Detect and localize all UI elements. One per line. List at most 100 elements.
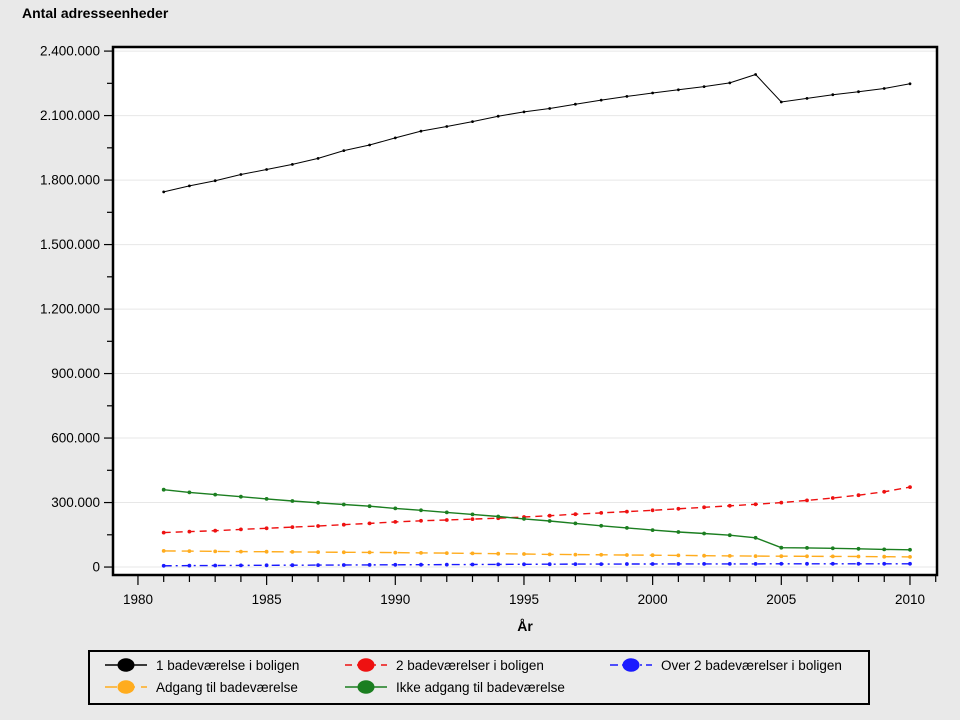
data-point (625, 509, 629, 514)
data-point (316, 500, 320, 505)
data-point (213, 492, 218, 497)
data-point (753, 562, 758, 566)
data-point (908, 555, 912, 559)
data-point (830, 561, 835, 566)
data-point (650, 508, 655, 513)
y-tick-label: 600.000 (51, 431, 100, 446)
plot-border (111, 45, 939, 577)
data-point (779, 545, 784, 550)
legend-marker-icon (345, 680, 387, 694)
y-tick-label: 2.400.000 (40, 44, 100, 59)
series-line-1 (163, 486, 911, 534)
data-point (651, 91, 654, 95)
data-point (676, 530, 681, 534)
x-tick-label: 1985 (252, 592, 282, 607)
data-point (625, 95, 629, 98)
data-point (187, 529, 192, 534)
x-axis-label: År (517, 618, 533, 634)
legend-marker-icon (610, 658, 652, 672)
data-point (908, 82, 912, 86)
legend-box: 1 badeværelse i boligen 2 badeværelser i … (88, 650, 870, 705)
data-point (650, 553, 655, 558)
data-point (779, 100, 783, 104)
data-point (239, 549, 243, 554)
data-point (341, 522, 346, 527)
data-point (187, 563, 192, 568)
data-point (367, 521, 372, 526)
data-point (650, 528, 655, 532)
data-point (367, 550, 372, 555)
data-point (496, 562, 501, 567)
legend-item: Ikke adgang til badeværelse (345, 679, 610, 695)
data-point (856, 546, 861, 551)
data-point (187, 490, 192, 495)
data-point (367, 563, 372, 567)
data-point (264, 497, 269, 501)
data-point (393, 136, 397, 140)
data-point (291, 163, 294, 166)
legend-marker-icon (345, 658, 387, 672)
data-point (573, 562, 578, 566)
y-tick-label: 2.100.000 (40, 108, 100, 123)
data-point (342, 149, 346, 153)
data-point (573, 521, 578, 526)
y-tick-label: 300.000 (51, 495, 100, 510)
data-point (702, 531, 706, 536)
data-point (599, 523, 604, 528)
data-point (264, 549, 269, 554)
data-point (161, 530, 166, 535)
data-point (239, 527, 243, 532)
legend-item: 2 badeværelser i boligen (345, 657, 610, 673)
data-point (316, 550, 320, 554)
data-point (393, 562, 398, 567)
data-point (677, 88, 680, 92)
data-point (805, 561, 809, 566)
legend-item-label: Ikke adgang til badeværelse (396, 679, 565, 695)
data-point (470, 551, 475, 556)
data-point (727, 503, 732, 508)
data-point (856, 493, 861, 498)
data-point (444, 562, 449, 567)
data-point (779, 500, 784, 505)
legend-item-label: 1 badeværelse i boligen (156, 657, 300, 673)
data-point (702, 85, 706, 88)
data-point (805, 498, 809, 503)
x-tick-label: 1980 (123, 592, 153, 607)
legend-marker-icon (105, 658, 147, 672)
data-point (727, 533, 732, 538)
data-point (805, 546, 809, 550)
data-point (882, 87, 886, 90)
chart-title: Antal adresseenheder (22, 5, 169, 21)
y-tick-label: 1.200.000 (40, 302, 100, 317)
data-point (650, 562, 655, 566)
y-tick-label: 0 (92, 560, 100, 575)
data-point (857, 90, 860, 94)
data-point (625, 562, 629, 566)
legend-item-label: Adgang til badeværelse (156, 679, 298, 695)
data-point (908, 485, 912, 489)
data-point (599, 98, 603, 102)
data-point (444, 551, 449, 555)
data-point (290, 525, 295, 529)
data-point (856, 561, 861, 566)
data-point (445, 125, 449, 128)
data-point (830, 496, 835, 500)
data-point (805, 97, 809, 100)
data-point (188, 184, 191, 188)
y-tick-label: 900.000 (51, 366, 100, 381)
data-point (548, 107, 552, 110)
data-point (496, 514, 501, 519)
data-point (187, 549, 192, 553)
data-point (547, 519, 552, 523)
series-line-0 (163, 73, 911, 193)
data-point (393, 550, 398, 555)
data-point (779, 554, 784, 559)
data-point (573, 512, 578, 517)
data-point (882, 554, 887, 559)
data-point (547, 513, 552, 518)
data-point (625, 553, 629, 557)
plot-area: 0 300.000 600.000 900.000 1.200.000 1.500.000… (40, 44, 939, 607)
legend-item-label: Over 2 badeværelser i boligen (661, 657, 842, 673)
series-line-2 (163, 563, 910, 567)
y-tick-label: 1.800.000 (40, 173, 100, 188)
